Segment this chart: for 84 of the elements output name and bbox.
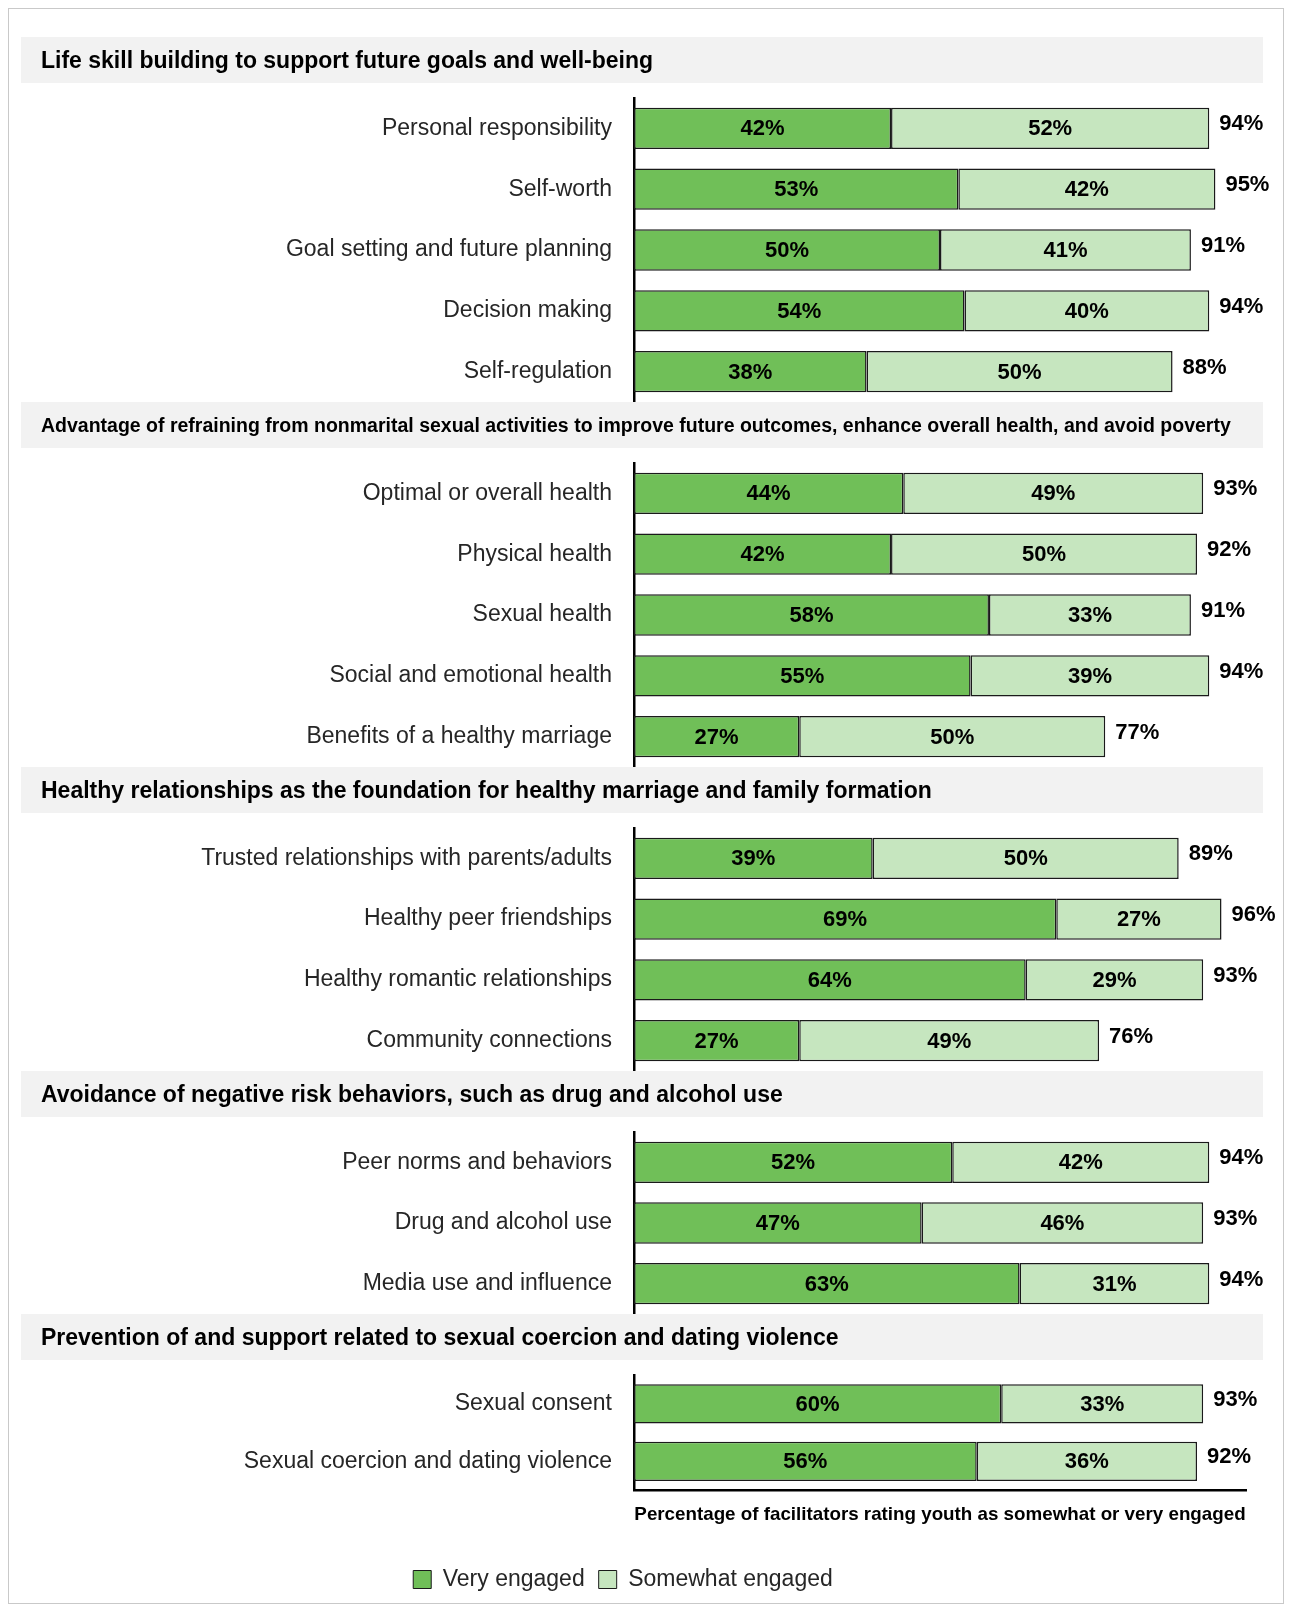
data-label: 40% <box>1064 297 1109 323</box>
total-label: 94% <box>1219 1265 1264 1291</box>
data-label: 64% <box>807 966 852 992</box>
data-label: 33% <box>1080 1390 1125 1416</box>
total-label: 93% <box>1213 1205 1258 1231</box>
data-label: 50% <box>997 358 1042 384</box>
x-axis-title: Percentage of facilitators rating youth as somewhat or very engaged <box>634 1502 1246 1524</box>
data-label: 63% <box>804 1270 849 1296</box>
y-tick-label: Drug and alcohol use <box>394 1208 612 1235</box>
y-tick-label: Peer norms and behaviors <box>342 1147 612 1174</box>
data-label: 58% <box>789 602 834 628</box>
data-label: 36% <box>1064 1448 1109 1474</box>
data-label: 50% <box>1003 845 1048 871</box>
data-label: 29% <box>1092 966 1137 992</box>
total-label: 93% <box>1213 961 1258 987</box>
data-label: 56% <box>783 1448 828 1474</box>
text: Life skill building to support future goals and well-being <box>41 46 654 74</box>
data-label: 42% <box>740 115 785 141</box>
legend-label: Somewhat engaged <box>628 1564 833 1591</box>
data-label: 50% <box>1022 541 1067 567</box>
y-tick-label: Social and emotional health <box>329 661 612 688</box>
data-label: 39% <box>1067 662 1112 688</box>
data-label: 38% <box>728 358 773 384</box>
total-label: 92% <box>1207 1443 1252 1469</box>
total-label: 76% <box>1109 1022 1154 1048</box>
y-tick-label: Healthy romantic relationships <box>303 965 612 992</box>
total-label: 96% <box>1231 901 1276 927</box>
data-label: 60% <box>795 1390 840 1416</box>
data-label: 50% <box>764 237 810 263</box>
total-label: 77% <box>1115 718 1160 744</box>
y-tick-label: Media use and influence <box>362 1269 612 1296</box>
y-tick-label: Optimal or overall health <box>362 478 612 505</box>
data-label: 27% <box>1116 906 1161 932</box>
chart-title: Advantage of refraining from nonmarital sexual activities to improve future outcomes, enhance overall health, and avoid poverty <box>41 413 1231 437</box>
total-label: 88% <box>1182 353 1227 379</box>
legend-label: Very engaged <box>442 1564 585 1591</box>
total-label: 89% <box>1188 840 1233 866</box>
y-tick-label: Community connections <box>366 1025 612 1052</box>
y-tick-label: Decision making <box>443 296 612 323</box>
data-label: 69% <box>823 906 868 932</box>
data-label: 49% <box>927 1027 972 1053</box>
y-tick-label: Healthy peer friendships <box>363 904 612 931</box>
total-label: 94% <box>1219 292 1264 318</box>
data-label: 52% <box>1028 115 1073 141</box>
text: Avoidance of negative risk behaviors, such as drug and alcohol use <box>41 1080 783 1108</box>
total-label: 92% <box>1207 536 1252 562</box>
data-label: 27% <box>694 1027 739 1053</box>
data-label: 54% <box>777 297 822 323</box>
y-tick-label: Self-regulation <box>463 356 612 383</box>
data-label: 39% <box>731 845 776 871</box>
data-label: 52% <box>771 1149 816 1175</box>
total-label: 91% <box>1200 232 1245 258</box>
total-label: 93% <box>1213 475 1258 501</box>
total-label: 91% <box>1200 597 1245 623</box>
data-label: 31% <box>1092 1270 1137 1296</box>
data-label: 33% <box>1067 602 1112 628</box>
y-tick-label: Physical health <box>457 539 612 566</box>
y-tick-label: Benefits of a healthy marriage <box>306 721 612 748</box>
data-label: 44% <box>746 480 791 506</box>
y-tick-label: Sexual consent <box>454 1389 613 1416</box>
y-tick-label: Goal setting and future planning <box>285 235 612 262</box>
total-label: 94% <box>1219 657 1264 683</box>
data-label: 42% <box>1058 1149 1103 1175</box>
y-tick-label: Personal responsibility <box>381 113 613 140</box>
text: Prevention of and support related to sexual coercion and dating violence <box>41 1323 839 1351</box>
data-label: 53% <box>774 176 819 202</box>
data-label: 50% <box>930 723 975 749</box>
data-label: 49% <box>1031 480 1076 506</box>
y-tick-label: Sexual coercion and dating violence <box>243 1446 612 1473</box>
data-label: 55% <box>780 662 825 688</box>
data-label: 47% <box>755 1210 800 1236</box>
data-label: 42% <box>740 541 785 567</box>
total-label: 94% <box>1219 1144 1264 1170</box>
data-label: 46% <box>1040 1210 1085 1236</box>
total-label: 93% <box>1213 1385 1258 1411</box>
y-tick-label: Trusted relationships with parents/adults <box>201 843 612 870</box>
data-label: 41% <box>1043 237 1088 263</box>
y-tick-label: Sexual health <box>472 600 612 627</box>
total-label: 94% <box>1219 110 1264 136</box>
chart-title: Healthy relationships as the foundation for healthy marriage and family formation <box>41 776 932 804</box>
total-label: 95% <box>1225 171 1270 197</box>
data-label: 27% <box>694 723 739 749</box>
y-tick-label: Self-worth <box>508 174 612 201</box>
data-label: 42% <box>1064 176 1109 202</box>
